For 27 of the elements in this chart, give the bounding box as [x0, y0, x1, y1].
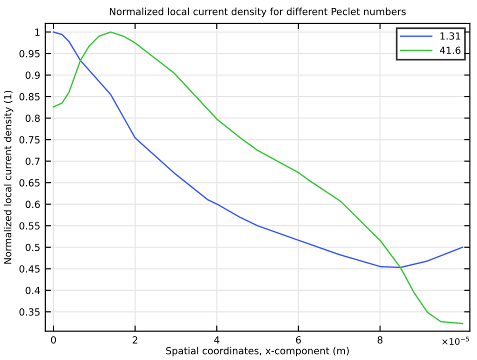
y-tick-label: 0.8	[26, 114, 40, 122]
y-tick-label: 0.35	[19, 308, 40, 316]
y-tick-label: 0.4	[26, 286, 40, 294]
y-tick-label: 0.5	[26, 244, 40, 252]
line-series	[52, 31, 464, 268]
y-tick-label: 0.75	[19, 136, 40, 144]
y-tick-label: 0.7	[26, 158, 40, 165]
y-tick-label: 0.9	[26, 72, 40, 79]
y-tick-label: 0.45	[19, 265, 40, 273]
y-tick-label: 0.65	[19, 179, 40, 187]
x-axis-title: Spatial coordinates, x-component (m)	[166, 346, 349, 356]
y-tick-label: 0.6	[26, 200, 40, 208]
x-tick-label: 2	[132, 336, 138, 344]
x-tick-label: 0	[51, 336, 56, 344]
y-tick-label: 0.55	[19, 222, 40, 230]
y-tick-label: 0.85	[19, 93, 40, 100]
x-tick-label: 8	[378, 336, 382, 344]
x-tick-label: 4	[214, 336, 220, 344]
y-axis-title: Normalized local current density (1)	[4, 90, 14, 264]
y-tick-label: 0.95	[19, 50, 40, 58]
legend-label: 1.31	[440, 32, 460, 40]
y-tick-label: 1	[35, 28, 40, 36]
chart-title: Normalized local current density for different Peclet numbers	[110, 8, 406, 18]
x-tick-label: 6	[296, 336, 301, 344]
text: ×10$^{−5}$	[442, 336, 470, 345]
legend-label: 41.6	[440, 46, 460, 54]
line-series	[52, 31, 464, 324]
